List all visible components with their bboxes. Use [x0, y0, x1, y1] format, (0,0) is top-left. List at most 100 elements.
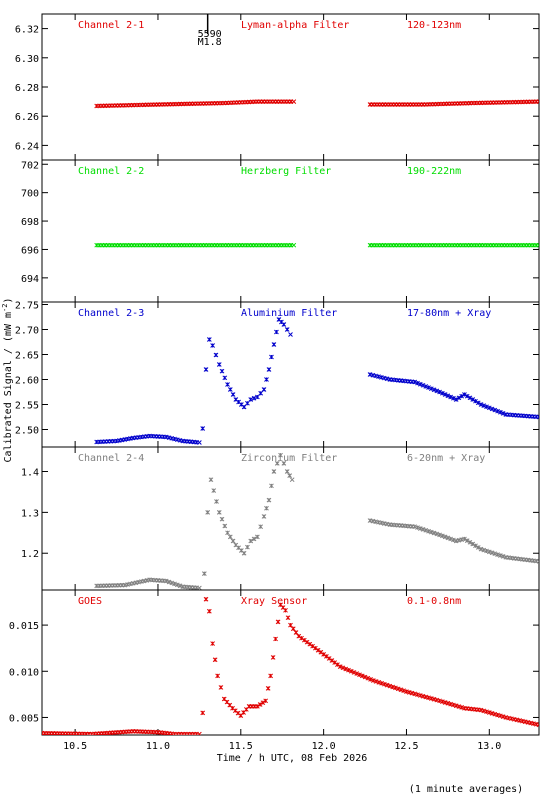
y-tick-label: 694 [21, 274, 39, 285]
data-point [200, 710, 206, 716]
data-point [536, 414, 539, 420]
data-point [321, 651, 326, 657]
data-point [248, 397, 254, 402]
data-point [401, 688, 407, 694]
data-point [264, 505, 269, 511]
data-point [434, 531, 440, 537]
data-point [440, 390, 445, 396]
data-point [274, 329, 279, 335]
panel-band-label: 120-123nm [407, 20, 461, 31]
data-point [492, 711, 498, 717]
data-point [210, 641, 215, 646]
data-point [470, 397, 476, 402]
data-point [357, 672, 362, 678]
data-point [417, 381, 423, 387]
y-tick-label: 2.55 [15, 401, 39, 412]
data-point [384, 682, 390, 688]
data-point [268, 673, 273, 679]
y-axis-label: Calibrated Signal / (mW m-2) [1, 298, 14, 463]
data-point [257, 702, 263, 707]
data-point [255, 394, 260, 400]
data-point [230, 392, 236, 397]
data-point [451, 537, 456, 543]
data-point [270, 655, 276, 660]
data-point [484, 404, 489, 410]
data-point [390, 684, 396, 690]
y-tick-label: 2.75 [15, 301, 39, 312]
data-point [225, 382, 230, 387]
data-point [197, 440, 202, 445]
data-point [420, 382, 426, 388]
data-point [206, 337, 212, 342]
data-point [426, 528, 431, 534]
y-tick-label: 1.3 [21, 508, 39, 519]
data-point [445, 535, 451, 541]
data-point [261, 514, 267, 519]
data-point [299, 635, 304, 641]
data-point [275, 619, 281, 625]
data-point [293, 630, 299, 635]
data-point [473, 398, 478, 404]
data-point [318, 649, 324, 655]
data-point [417, 526, 423, 531]
data-point [289, 477, 295, 483]
data-point [442, 534, 448, 540]
x-tick-label: 10.5 [63, 741, 87, 752]
data-point [281, 322, 287, 327]
chart-panels: 6.24 6.26 6.28 6.30 6.32 Channel 2-1 Lyman-alp… [9, 13, 540, 752]
data-point [500, 714, 506, 719]
data-point [536, 242, 539, 248]
panel-channel-label: Channel 2-2 [78, 166, 144, 177]
x-tick-label: 13.0 [477, 741, 501, 752]
y-tick-label: 6.24 [15, 141, 39, 152]
data-point [346, 667, 351, 673]
data-point [335, 662, 340, 667]
data-point [387, 683, 393, 689]
data-point [281, 460, 287, 466]
data-point [437, 532, 442, 538]
data-point [163, 578, 169, 584]
data-point [212, 657, 218, 663]
data-point [312, 645, 318, 651]
data-point [329, 658, 335, 663]
flare-marker-id: 5590 [198, 29, 222, 40]
data-point [219, 516, 225, 522]
data-point [362, 674, 368, 680]
data-point [260, 700, 266, 706]
data-point [453, 397, 459, 402]
data-point [241, 550, 247, 556]
panel-1: 6.24 6.26 6.28 6.30 6.32 Channel 2-1 Lyman-alp… [15, 13, 540, 161]
data-point [536, 559, 539, 564]
data-point [431, 387, 437, 393]
data-point [214, 499, 219, 504]
data-point [261, 387, 267, 392]
data-point [431, 530, 437, 536]
data-point [473, 543, 478, 549]
y-tick-label: 698 [21, 217, 39, 228]
data-point [456, 395, 462, 401]
data-point [265, 686, 271, 691]
y-tick-label: 0.005 [9, 713, 39, 724]
data-point [440, 533, 445, 539]
data-point [301, 637, 307, 643]
data-point [489, 406, 495, 412]
data-point [326, 656, 332, 661]
data-point [255, 534, 260, 540]
data-point [206, 608, 212, 614]
panel-channel-label: Channel 2-3 [78, 308, 144, 319]
panel-frame [41, 446, 540, 591]
data-point [420, 527, 426, 532]
data-point [174, 582, 180, 588]
data-point [273, 636, 278, 642]
data-point [370, 678, 376, 683]
data-point [169, 580, 175, 586]
data-point [287, 473, 293, 478]
data-point [486, 405, 492, 411]
data-point [266, 497, 272, 503]
data-point [426, 385, 431, 390]
data-point [285, 615, 291, 621]
flare-marker-class: M1.8 [198, 37, 222, 48]
data-point [453, 703, 459, 709]
data-point [288, 332, 293, 337]
data-point [478, 707, 484, 713]
